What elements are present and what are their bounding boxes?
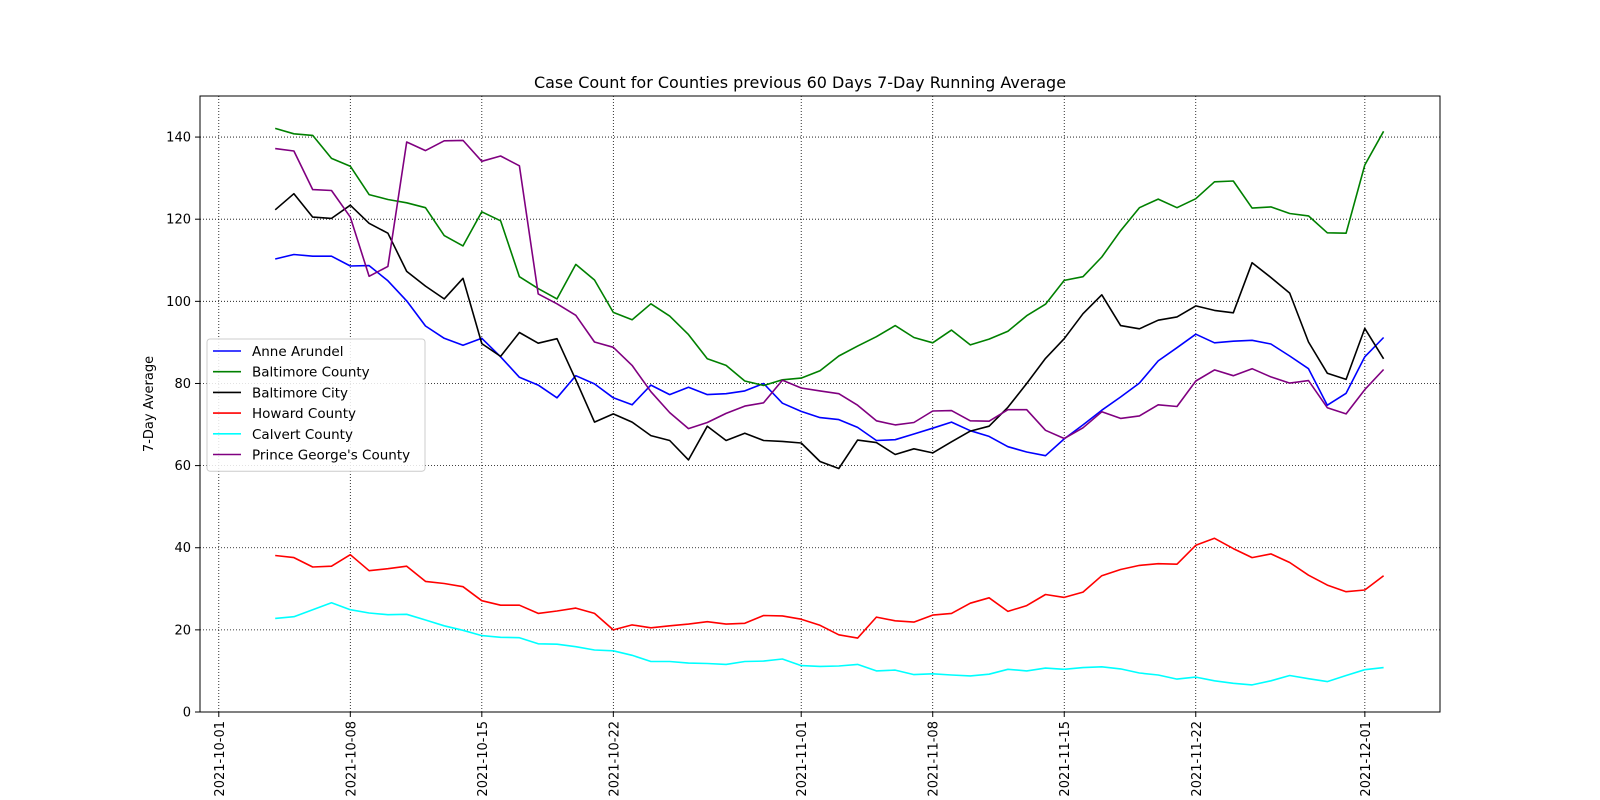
- y-tick-label: 20: [174, 623, 191, 638]
- y-tick-label: 100: [166, 295, 191, 310]
- x-tick-label: 2021-10-08: [344, 721, 359, 797]
- x-tick-label: 2021-10-15: [476, 721, 491, 797]
- x-tick-label: 2021-12-01: [1359, 721, 1374, 797]
- series-line-1: [274, 127, 1385, 387]
- series-lines: [274, 127, 1385, 686]
- x-tick-label: 2021-11-22: [1190, 721, 1205, 797]
- y-tick-label: 120: [166, 213, 191, 228]
- y-tick-label: 80: [174, 377, 191, 392]
- x-tick-label: 2021-11-08: [927, 721, 942, 797]
- x-tick-label: 2021-10-01: [213, 721, 228, 797]
- series-line-4: [275, 601, 1384, 686]
- y-axis: 0 20 40 60 80 100 120 140: [166, 131, 200, 721]
- series-line-5: [275, 139, 1385, 440]
- legend-entry: Anne Arundel: [252, 344, 343, 360]
- legend-entry: Baltimore County: [252, 365, 370, 381]
- legend-box: [206, 338, 426, 472]
- legend: Anne Arundel Baltimore County Baltimore Ci…: [206, 338, 426, 472]
- legend-entry: Calvert County: [252, 427, 353, 443]
- y-tick-label: 140: [166, 131, 191, 146]
- legend-entry: Prince George's County: [252, 448, 410, 464]
- plot-frame: [199, 95, 1441, 713]
- y-tick-label: 40: [174, 541, 191, 556]
- x-tick-label: 2021-11-01: [795, 721, 810, 797]
- series-line-3: [275, 537, 1385, 639]
- legend-entry: Baltimore City: [252, 385, 348, 401]
- series-line-2: [274, 192, 1385, 470]
- y-tick-label: 60: [174, 459, 191, 474]
- chart-title: Case Count for Counties previous 60 Days…: [534, 73, 1066, 92]
- x-tick-label: 2021-11-15: [1058, 721, 1073, 797]
- x-tick-label: 2021-10-22: [607, 721, 622, 797]
- x-axis: 2021-10-01 2021-10-08 2021-10-15 2021-10-22…: [213, 712, 1374, 797]
- y-tick-label: 0: [183, 706, 191, 721]
- legend-entry: Howard County: [252, 406, 356, 422]
- series-line-0: [275, 253, 1385, 457]
- y-axis-label: 7-Day Average: [142, 356, 157, 452]
